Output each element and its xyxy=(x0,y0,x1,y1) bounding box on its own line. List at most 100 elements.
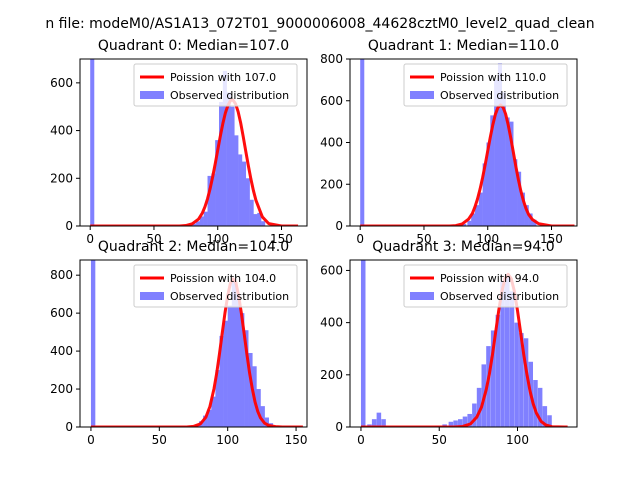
y-tick-label: 200 xyxy=(320,368,343,382)
subplot-2: 0 50 100 150 0 200 400 600 800 Quadrant 2: Median… xyxy=(50,239,307,447)
histogram-bar xyxy=(238,154,243,226)
histogram-bar xyxy=(517,171,522,226)
histogram-bar xyxy=(196,221,201,226)
y-tick-label: 800 xyxy=(50,268,73,282)
subplot-title: Quadrant 1: Median=110.0 xyxy=(368,38,559,54)
histogram-bar xyxy=(471,213,476,226)
histogram-bar xyxy=(501,92,506,226)
histogram-bar xyxy=(244,330,249,427)
histogram-bar xyxy=(90,260,96,427)
histogram-bar xyxy=(203,415,208,427)
plot-area xyxy=(90,59,299,226)
subplot-1: 0 50 100 150 0 200 400 600 800 Quadrant 1: Median… xyxy=(320,38,578,246)
legend-label-observed: Observed distribution xyxy=(170,290,289,303)
histogram-bar xyxy=(253,214,258,226)
histogram-bar xyxy=(476,387,482,427)
y-tick-label: 600 xyxy=(50,76,73,90)
x-tick-label: 100 xyxy=(506,433,529,447)
histogram-bar xyxy=(467,220,472,226)
histogram-bar xyxy=(519,333,524,427)
histogram-bar xyxy=(241,161,247,226)
histogram-bar xyxy=(497,63,503,226)
y-tick-label: 200 xyxy=(50,382,73,396)
axes-frame xyxy=(349,259,578,428)
x-tick-label: 50 xyxy=(146,232,161,246)
histogram-bar xyxy=(256,389,261,427)
x-tick-label: 100 xyxy=(206,232,229,246)
histogram-bar xyxy=(248,352,253,427)
y-tick-label: 400 xyxy=(320,316,343,330)
subplot-title: Quadrant 0: Median=107.0 xyxy=(98,38,289,54)
legend-label-poisson: Poission with 104.0 xyxy=(170,272,276,285)
histogram-bar xyxy=(514,322,519,427)
legend-box xyxy=(133,63,298,107)
histogram-bar xyxy=(495,314,501,427)
histogram-bar xyxy=(261,221,266,226)
figure-suptitle: n file: modeM0/AS1A13_072T01_9000006008_… xyxy=(45,16,594,32)
histogram-bar xyxy=(245,178,250,226)
x-tick-label: 150 xyxy=(270,232,293,246)
histogram-bar xyxy=(211,396,216,427)
histogram-bar xyxy=(542,406,548,427)
histogram-bar xyxy=(486,346,491,427)
histogram-bar xyxy=(462,223,467,226)
histogram-bar xyxy=(474,205,480,226)
histogram-bar xyxy=(222,70,227,226)
histogram-bar xyxy=(500,280,505,427)
x-tick-label: 100 xyxy=(476,232,499,246)
histogram-bar xyxy=(207,175,212,226)
plot-area xyxy=(360,59,575,226)
histogram-bar xyxy=(528,213,533,226)
legend-bar-swatch xyxy=(410,91,434,99)
histogram-bar xyxy=(226,92,231,226)
histogram-bar xyxy=(360,260,366,427)
y-tick-label: 400 xyxy=(50,344,73,358)
histogram-bar xyxy=(199,216,204,226)
histogram-bar xyxy=(264,417,269,427)
legend-label-observed: Observed distribution xyxy=(440,89,559,102)
y-tick-label: 0 xyxy=(335,219,343,233)
y-tick-label: 0 xyxy=(65,219,73,233)
histogram-bar xyxy=(260,406,265,427)
histogram-bar xyxy=(235,294,241,427)
legend-bar-swatch xyxy=(140,91,164,99)
x-tick-label: 150 xyxy=(285,433,308,447)
histogram-bar xyxy=(227,305,233,427)
histogram-bar xyxy=(376,412,382,427)
histogram-bar xyxy=(234,135,239,226)
x-tick-label: 0 xyxy=(357,433,365,447)
y-tick-label: 400 xyxy=(320,136,343,150)
histogram-bar xyxy=(482,163,487,226)
y-tick-label: 200 xyxy=(320,177,343,191)
y-tick-label: 0 xyxy=(335,420,343,434)
histogram-bar xyxy=(509,291,515,427)
y-tick-label: 0 xyxy=(65,420,73,434)
y-tick-label: 600 xyxy=(320,263,343,277)
y-tick-label: 400 xyxy=(50,124,73,138)
histogram-bar xyxy=(360,59,365,226)
histogram-bar xyxy=(215,140,220,226)
axes-frame xyxy=(79,58,308,227)
histogram-bar xyxy=(192,223,197,226)
histogram-bar xyxy=(472,403,477,427)
histogram-bar xyxy=(448,421,454,427)
histogram-bar xyxy=(537,387,543,427)
subplot-title: Quadrant 2: Median=104.0 xyxy=(98,239,289,255)
legend-label-observed: Observed distribution xyxy=(170,89,289,102)
histogram-bar xyxy=(453,420,458,427)
legend-box xyxy=(133,264,298,308)
histogram-bar xyxy=(523,338,529,427)
x-tick-label: 50 xyxy=(416,232,431,246)
legend-label-poisson: Poission with 110.0 xyxy=(440,71,546,84)
axes-frame xyxy=(79,259,308,428)
y-tick-label: 800 xyxy=(320,52,343,66)
y-tick-label: 600 xyxy=(50,306,73,320)
histogram-bar xyxy=(207,409,212,427)
y-tick-label: 600 xyxy=(320,94,343,108)
y-tick-label: 200 xyxy=(50,171,73,185)
histogram-bar xyxy=(520,192,525,226)
histogram-bar xyxy=(211,173,216,226)
legend-bar-swatch xyxy=(410,292,434,300)
x-tick-label: 50 xyxy=(152,433,167,447)
